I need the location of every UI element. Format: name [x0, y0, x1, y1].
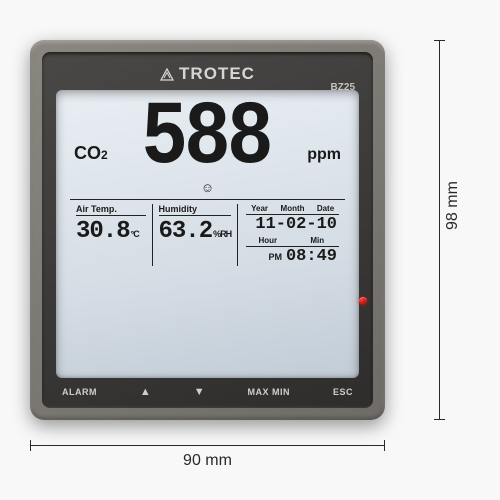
date-labels: Year Month Date — [246, 204, 339, 215]
co2-value: 588 — [141, 101, 269, 177]
brand-triangle-icon — [160, 67, 174, 81]
temperature-unit: °C — [131, 229, 139, 239]
esc-button[interactable]: ESC — [333, 387, 353, 397]
up-button[interactable]: ▲ — [140, 386, 151, 398]
co2-label: CO2 — [74, 143, 108, 164]
time-value: PM08:49 — [246, 247, 339, 266]
temperature-value: 30.8 °C — [76, 218, 146, 245]
humidity-label: Humidity — [159, 204, 232, 216]
date-value: 11-02-10 — [246, 215, 339, 234]
secondary-readings-row: Air Temp. 30.8 °C Humidity 63.2 %RH — [70, 199, 345, 266]
humidity-value: 63.2 %RH — [159, 218, 232, 245]
width-dimension-line — [30, 445, 385, 446]
temperature-label: Air Temp. — [76, 204, 146, 216]
width-dimension-label: 90 mm — [183, 452, 232, 470]
device-container: TROTEC BZ25 CO2 588 ppm ☺ Air Temp. — [30, 40, 385, 420]
co2-reading-row: CO2 588 ppm — [70, 100, 345, 172]
maxmin-button[interactable]: MAX MIN — [248, 387, 291, 397]
brand-row: TROTEC BZ25 — [56, 62, 359, 90]
button-row: ALARM ▲ ▼ MAX MIN ESC — [56, 378, 359, 400]
down-button[interactable]: ▼ — [194, 386, 205, 398]
time-labels: Hour Min — [246, 236, 339, 247]
datetime-column: Year Month Date 11-02-10 Hour Min PM08:4… — [238, 204, 345, 266]
lcd-screen: CO2 588 ppm ☺ Air Temp. 30.8 °C — [56, 90, 359, 378]
humidity-column: Humidity 63.2 %RH — [153, 204, 239, 266]
height-dimension-line — [439, 40, 440, 420]
device-body: TROTEC BZ25 CO2 588 ppm ☺ Air Temp. — [30, 40, 385, 420]
co2-unit: ppm — [307, 146, 341, 164]
device-bezel: TROTEC BZ25 CO2 588 ppm ☺ Air Temp. — [42, 52, 373, 408]
height-dimension-label: 98 mm — [444, 181, 462, 230]
height-dimension: 98 mm — [439, 40, 440, 420]
alarm-button[interactable]: ALARM — [62, 387, 97, 397]
temperature-column: Air Temp. 30.8 °C — [70, 204, 153, 266]
humidity-unit: %RH — [213, 229, 231, 239]
width-dimension: 90 mm — [30, 445, 385, 470]
status-led-icon — [359, 297, 367, 305]
brand-logo: TROTEC — [160, 64, 255, 84]
brand-text: TROTEC — [179, 64, 255, 84]
ampm-indicator: PM — [268, 252, 282, 262]
